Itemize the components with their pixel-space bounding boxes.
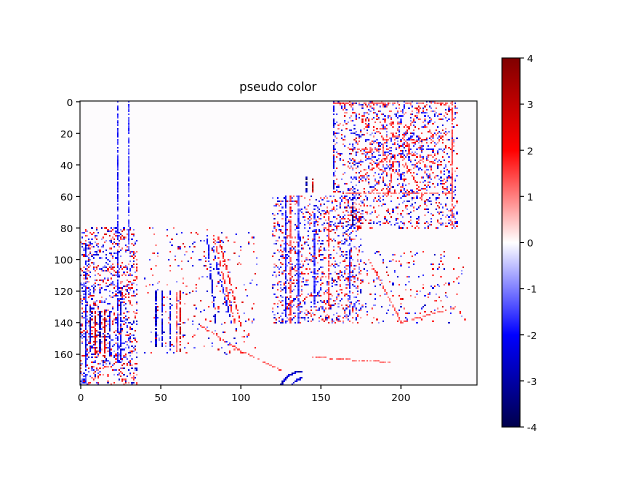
x-axis: 0 50 100 150 200 <box>78 385 411 404</box>
y-tick-label: 160 <box>54 350 73 361</box>
x-tick-label: 150 <box>311 393 330 404</box>
x-tick-label: 0 <box>78 393 84 404</box>
plot-frame <box>79 100 478 386</box>
colorbar-tick-label: 4 <box>527 54 533 65</box>
y-tick-label: 140 <box>54 319 73 330</box>
y-tick-label: 40 <box>60 161 73 172</box>
y-axis: 0 20 40 60 80 100 120 140 160 <box>54 98 80 361</box>
colorbar-axis: -4 -3 -2 -1 0 1 2 3 4 <box>520 54 537 434</box>
colorbar-tick-label: 3 <box>527 100 533 111</box>
colorbar-tick-label: -4 <box>527 423 537 434</box>
y-tick-label: 60 <box>60 192 73 203</box>
colorbar-tick-label: -3 <box>527 377 537 388</box>
x-tick-label: 200 <box>391 393 410 404</box>
colorbar-tick-label: -2 <box>527 331 537 342</box>
chart-title: pseudo color <box>239 80 316 94</box>
heatmap-image-wrapper <box>80 101 477 385</box>
y-tick-label: 20 <box>60 129 73 140</box>
colorbar-tick-label: -1 <box>527 285 537 296</box>
colorbar-tick-label: 0 <box>527 239 533 250</box>
y-tick-label: 100 <box>54 256 73 267</box>
colorbar-tick-label: 2 <box>527 146 533 157</box>
y-tick-label: 120 <box>54 287 73 298</box>
heatmap-image <box>80 101 477 385</box>
y-tick-label: 0 <box>67 98 73 109</box>
colorbar <box>501 57 521 428</box>
y-tick-label: 80 <box>60 224 73 235</box>
x-tick-label: 50 <box>154 393 167 404</box>
x-tick-label: 100 <box>231 393 250 404</box>
colorbar-tick-label: 1 <box>527 192 533 203</box>
